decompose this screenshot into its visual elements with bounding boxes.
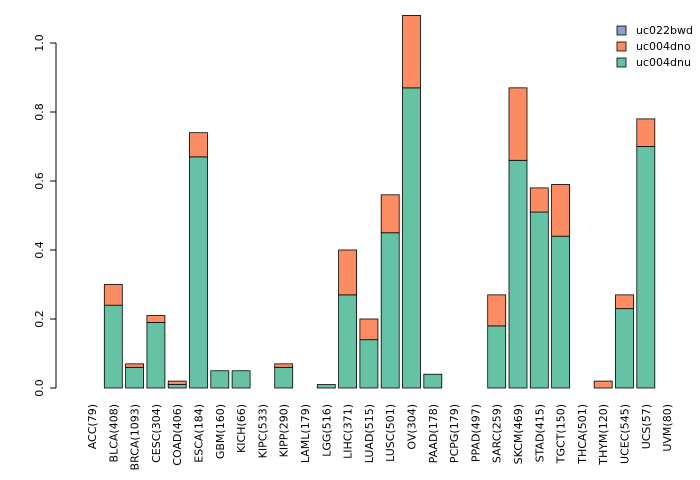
bar-segment-uc004dnu — [402, 87, 421, 389]
x-tick-label: GBM(160) — [214, 404, 227, 459]
bar-segment-uc004dnu — [231, 370, 251, 389]
x-tick-label: UCS(57) — [640, 404, 653, 449]
x-tick-label: ACC(79) — [86, 404, 99, 449]
bar-segment-uc004dnu — [636, 146, 656, 389]
bar-segment-uc004dnu — [423, 373, 443, 389]
bar-segment-uc004dno — [103, 284, 123, 306]
bar-segment-uc004dno — [529, 187, 549, 213]
legend-label: uc004dno — [636, 40, 691, 53]
x-tick-label: CESC(304) — [150, 404, 163, 463]
x-tick-label: UVM(80) — [661, 404, 674, 452]
x-tick-label: THYM(120) — [597, 404, 610, 466]
bar-segment-uc004dno — [146, 315, 166, 323]
bar-segment-uc004dno — [274, 363, 294, 368]
bar-segment-uc004dnu — [189, 156, 208, 389]
x-tick-label: UCEC(545) — [619, 404, 632, 464]
bar-segment-uc004dno — [636, 118, 656, 147]
y-tick-label: 0.2 — [33, 310, 46, 328]
bar-segment-uc004dnu — [167, 384, 187, 389]
x-tick-label: KIPC(533) — [256, 404, 269, 458]
y-tick-label: 0.4 — [33, 241, 46, 259]
x-tick-label: PPAD(497) — [469, 404, 482, 462]
x-tick-label: SARC(259) — [491, 404, 504, 463]
bar-segment-uc004dno — [359, 318, 379, 341]
x-tick-label: PAAD(178) — [427, 404, 440, 463]
bar-segment-uc004dno — [402, 14, 421, 89]
bar-segment-uc004dno — [167, 380, 187, 385]
bar-segment-uc004dnu — [210, 370, 230, 389]
bar-segment-uc004dno — [508, 87, 528, 161]
bar-segment-uc004dno — [380, 194, 400, 234]
x-tick-label: LIHC(371) — [342, 404, 355, 459]
x-tick-label: BLCA(408) — [107, 404, 120, 462]
x-tick-label: COAD(406) — [171, 404, 184, 466]
x-axis-labels: ACC(79) BLCA(408) BRCA(1093) CESC(304) COAD(… — [86, 404, 674, 470]
bar-segment-uc004dno — [189, 132, 208, 158]
bar-segment-uc004dno — [338, 249, 358, 296]
x-tick-label: KICH(66) — [235, 404, 248, 453]
x-tick-label: LGG(516) — [320, 404, 333, 457]
x-tick-label: STAD(415) — [533, 404, 546, 462]
bar-segment-uc004dnu — [508, 159, 528, 389]
bar-segment-uc004dnu — [146, 322, 166, 389]
bar-segment-uc004dno — [615, 294, 634, 310]
x-tick-label: BRCA(1093) — [129, 404, 142, 470]
bar-segment-uc004dno — [551, 184, 570, 237]
bar-segment-uc004dno — [125, 363, 144, 368]
x-tick-label: KIPP(290) — [278, 404, 291, 457]
x-tick-label: LUAD(515) — [363, 404, 376, 463]
x-tick-label: ESCA(184) — [193, 404, 206, 463]
bar-segment-uc004dnu — [316, 384, 336, 389]
legend-swatch — [616, 25, 627, 36]
bars — [103, 14, 656, 389]
y-tick-label: 0.0 — [33, 379, 46, 397]
x-tick-label: PCPG(179) — [448, 404, 461, 463]
x-tick-label: LUSC(501) — [384, 404, 397, 462]
x-tick-label: THCA(501) — [576, 404, 589, 465]
x-tick-label: TGCT(150) — [555, 404, 568, 464]
bar-segment-uc004dnu — [359, 339, 379, 389]
bar-segment-uc004dnu — [380, 232, 400, 389]
legend-label: uc004dnu — [636, 56, 691, 69]
x-tick-label: OV(304) — [406, 404, 419, 450]
bar-segment-uc004dnu — [103, 304, 123, 389]
bar-segment-uc004dnu — [487, 325, 507, 389]
legend-swatch — [616, 41, 627, 52]
y-tick-label: 1.0 — [33, 34, 46, 52]
bar-segment-uc004dnu — [125, 366, 144, 389]
bar-segment-uc004dnu — [338, 294, 358, 389]
legend: uc022bwd uc004dno uc004dnu — [616, 24, 693, 69]
x-tick-label: LAML(179) — [299, 404, 312, 463]
y-axis: 0.0 0.2 0.4 0.6 0.8 1.0 — [33, 34, 57, 397]
bar-segment-uc004dnu — [274, 366, 294, 389]
bar-segment-uc004dnu — [615, 308, 634, 389]
y-tick-label: 0.6 — [33, 172, 46, 190]
legend-label: uc022bwd — [636, 24, 693, 37]
bar-segment-uc004dno — [487, 294, 507, 327]
bar-segment-uc004dnu — [551, 235, 570, 389]
bar-segment-uc004dnu — [529, 211, 549, 389]
legend-swatch — [616, 57, 627, 68]
y-tick-label: 0.8 — [33, 103, 46, 121]
x-tick-label: SKCM(469) — [512, 404, 525, 464]
bar-segment-uc004dno — [593, 380, 613, 389]
